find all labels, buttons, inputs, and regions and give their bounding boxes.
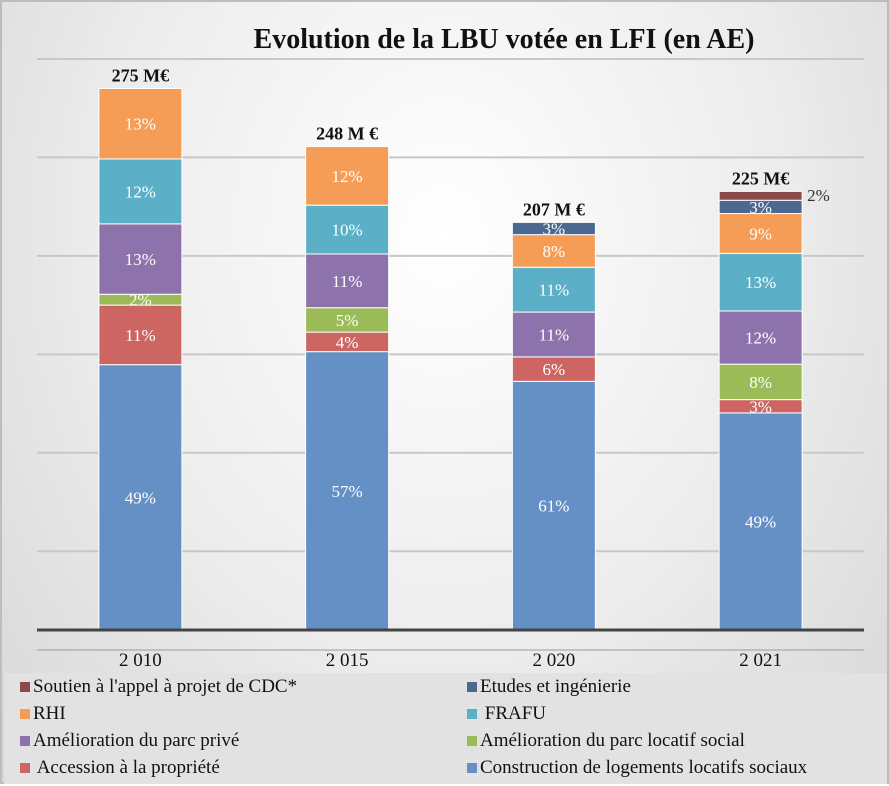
x-tick-label: 2 010 [119,650,162,671]
legend-swatch [20,736,30,746]
data-label: 49% [745,512,776,531]
data-label: 10% [332,221,363,240]
legend-item: Soutien à l'appel à projet de CDC* [20,676,297,698]
legend-label: Amélioration du parc locatif social [480,730,745,751]
data-label: 12% [745,329,776,348]
data-label: 12% [332,167,363,186]
data-label: 3% [543,220,566,239]
data-label: 8% [543,242,566,261]
bar-segment [305,146,390,206]
bar-segment [305,204,390,255]
data-label: 8% [749,373,772,392]
total-label: 275 M€ [112,66,170,86]
data-label: 11% [332,272,363,291]
x-tick-label: 2 021 [739,650,782,671]
bar-segment [718,310,803,365]
legend: Soutien à l'appel à projet de CDC* Etudes… [4,673,887,784]
data-label: 11% [539,325,570,344]
data-label: 5% [336,311,359,330]
data-label: 3% [749,198,772,217]
legend-swatch [20,763,30,773]
legend-label: Accession à la propriété [33,757,220,778]
data-label: 3% [749,397,772,416]
data-label: 9% [749,224,772,243]
data-label: 13% [125,115,156,134]
data-label: 4% [336,333,359,352]
data-label: 57% [332,482,363,501]
data-label: 11% [125,326,156,345]
legend-label: FRAFU [480,703,546,724]
bar-segment [511,380,596,631]
data-label: 11% [539,281,570,300]
data-label: 2% [807,186,830,205]
legend-item: FRAFU [467,703,546,725]
legend-swatch [467,682,477,692]
x-tick-label: 2 015 [326,650,369,671]
legend-label: Etudes et ingénierie [480,676,631,697]
data-label: 49% [125,488,156,507]
x-tick-label: 2 020 [533,650,576,671]
legend-item: Accession à la propriété [20,757,220,779]
legend-swatch [467,736,477,746]
total-label: 248 M € [316,124,378,144]
legend-label: Amélioration du parc privé [33,730,240,751]
bar-segment [98,304,183,366]
data-label: 13% [745,273,776,292]
legend-item: Etudes et ingénierie [467,676,631,698]
legend-item: Amélioration du parc privé [20,730,239,752]
legend-item: Construction de logements locatifs socia… [467,757,807,779]
legend-item: RHI [20,703,66,725]
legend-swatch [467,763,477,773]
bar-segment [718,190,803,201]
legend-swatch [20,709,30,719]
legend-label: Soutien à l'appel à projet de CDC* [33,676,298,697]
data-label: 61% [538,497,569,516]
legend-label: RHI [33,703,66,724]
bar-segment [511,221,596,236]
bar-segment [305,351,390,631]
bar-segment [718,252,803,312]
bar-segment [718,412,803,631]
bar-segment [718,213,803,254]
bar-segment [718,363,803,401]
data-label: 12% [125,182,156,201]
total-label: 207 M € [523,199,585,219]
chart-title: Evolution de la LBU votée en LFI (en AE) [254,24,755,55]
legend-item: Amélioration du parc locatif social [467,730,745,752]
bar-segment [305,253,390,309]
bar-segment [305,307,390,333]
legend-swatch [467,709,477,719]
total-label: 225 M€ [732,168,790,188]
legend-label: Construction de logements locatifs socia… [480,757,808,778]
bar-segment [511,356,596,382]
data-label: 13% [125,250,156,269]
bar-segment [98,88,183,160]
legend-swatch [20,682,30,692]
data-label: 2% [129,291,152,310]
data-label: 6% [543,360,566,379]
